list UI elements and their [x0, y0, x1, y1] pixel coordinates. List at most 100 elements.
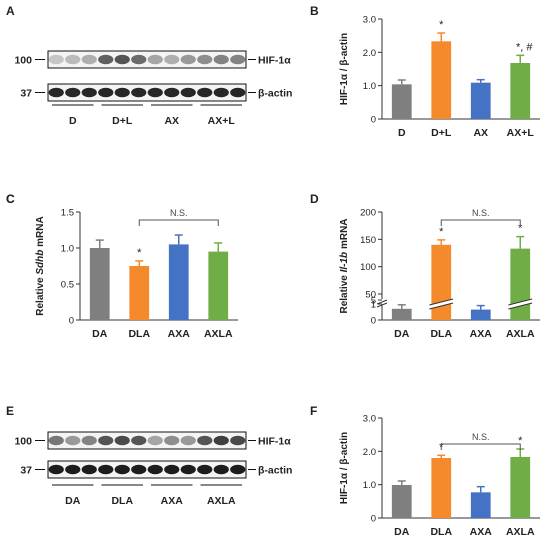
bar [510, 457, 531, 518]
blot-label: HIF-1α [258, 436, 291, 448]
blot-band [147, 87, 163, 98]
group-label: D+L [112, 115, 133, 127]
x-tick-label: AXA [470, 328, 493, 340]
blot-band [65, 435, 81, 446]
panel-label: B [310, 4, 319, 18]
comparison-bracket [440, 443, 521, 450]
bar [89, 248, 110, 320]
y-tick-label: 2.0 [363, 447, 376, 458]
bar [391, 84, 412, 119]
bar [431, 41, 452, 120]
blot-band [197, 464, 213, 475]
blot-strip [47, 431, 247, 450]
blot-band [48, 87, 64, 98]
bar-break-gap [508, 299, 533, 309]
bar-break-line [429, 302, 454, 310]
blot-band [131, 435, 147, 446]
blot-band [230, 435, 246, 446]
mw-marker: 100 [14, 436, 32, 448]
y-tick-label: 0 [371, 316, 376, 327]
panel-label: A [6, 4, 15, 18]
blot-band [81, 54, 97, 65]
blot-label: β-actin [258, 465, 292, 477]
x-tick-label: D [398, 127, 406, 139]
blot-band [81, 464, 97, 475]
group-label: DLA [111, 495, 133, 507]
x-tick-label: AXLA [204, 328, 233, 340]
y-tick-label: 1 [371, 300, 376, 311]
blot-band [48, 464, 64, 475]
x-tick-label: AX [473, 127, 488, 139]
y-axis-label: Relative Il-1b mRNA [339, 218, 350, 313]
blot-band [164, 464, 180, 475]
bar [129, 266, 150, 320]
y-tick-label: 3.0 [363, 15, 376, 26]
blot-band [114, 54, 130, 65]
y-tick-label: 150 [360, 235, 376, 246]
blot-band [65, 54, 81, 65]
y-tick-label: 100 [360, 262, 376, 273]
bar [391, 308, 412, 320]
y-tick-label: 5 [371, 296, 376, 307]
y-axis-label-part: Il-1b [339, 252, 350, 273]
blot-band [65, 464, 81, 475]
panel-label: C [6, 192, 15, 206]
x-tick-label: AX+L [507, 127, 535, 139]
blot-band [131, 464, 147, 475]
y-tick-label: 0 [69, 316, 74, 327]
bar [208, 251, 229, 320]
x-tick-label: AXA [470, 526, 493, 538]
y-axis-label: Relative Sdhb mRNA [35, 216, 46, 315]
y-tick-label: 3.0 [363, 414, 376, 425]
blot-band [147, 54, 163, 65]
blot-band [164, 435, 180, 446]
y-tick-label: 1.0 [61, 244, 74, 255]
y-axis-label: HIF-1α / β-actin [339, 33, 350, 105]
comparison-bracket [440, 219, 521, 226]
blot-band [197, 87, 213, 98]
mw-marker: 100 [14, 55, 32, 67]
y-axis-label-part: Relative [339, 272, 350, 313]
blot-band [114, 435, 130, 446]
y-axis-label-part: Relative [35, 275, 46, 316]
y-tick-label: 50 [365, 290, 376, 301]
blot-band [180, 87, 196, 98]
blot-band [230, 464, 246, 475]
bar [168, 244, 189, 320]
x-tick-label: DLA [128, 328, 150, 340]
mw-marker: 37 [20, 465, 32, 477]
ns-label: N.S. [170, 208, 188, 218]
y-tick-label: 1.0 [363, 81, 376, 92]
y-axis-label-part: Sdhb [35, 250, 46, 275]
significance-marker: * [439, 226, 444, 238]
blot-band [65, 87, 81, 98]
bar [391, 485, 412, 518]
group-label: DA [65, 495, 81, 507]
bar [470, 82, 491, 119]
y-tick-label: 200 [360, 208, 376, 219]
blot-band [48, 54, 64, 65]
panel-label: D [310, 192, 319, 206]
blot-panel-A: A HIF-1α 100 β-actin 37 D D+L AX AX+L [6, 4, 292, 127]
panel-label: E [6, 404, 14, 418]
blot-strip [47, 50, 247, 69]
bar [470, 309, 491, 320]
blot-band [81, 435, 97, 446]
blot-band [213, 54, 229, 65]
blot-band [180, 464, 196, 475]
significance-marker: * [518, 435, 523, 447]
y-axis-label-part: mRNA [35, 216, 46, 249]
blot-band [147, 464, 163, 475]
x-tick-label: DA [394, 526, 410, 538]
chart-C: C 0 0.5 1.0 1.5 Relative Sdhb mRNA DA * DLA AXA AX… [6, 192, 238, 340]
group-label: AX+L [208, 115, 236, 127]
x-tick-label: AXLA [506, 526, 535, 538]
x-tick-label: DA [92, 328, 108, 340]
blot-band [98, 435, 114, 446]
significance-marker: * [518, 223, 523, 235]
ns-label: N.S. [472, 208, 490, 218]
y-axis-label-part: mRNA [339, 218, 350, 251]
y-tick-label: 1.5 [61, 208, 74, 219]
y-axis-label: HIF-1α / β-actin [339, 432, 350, 504]
blot-band [230, 87, 246, 98]
